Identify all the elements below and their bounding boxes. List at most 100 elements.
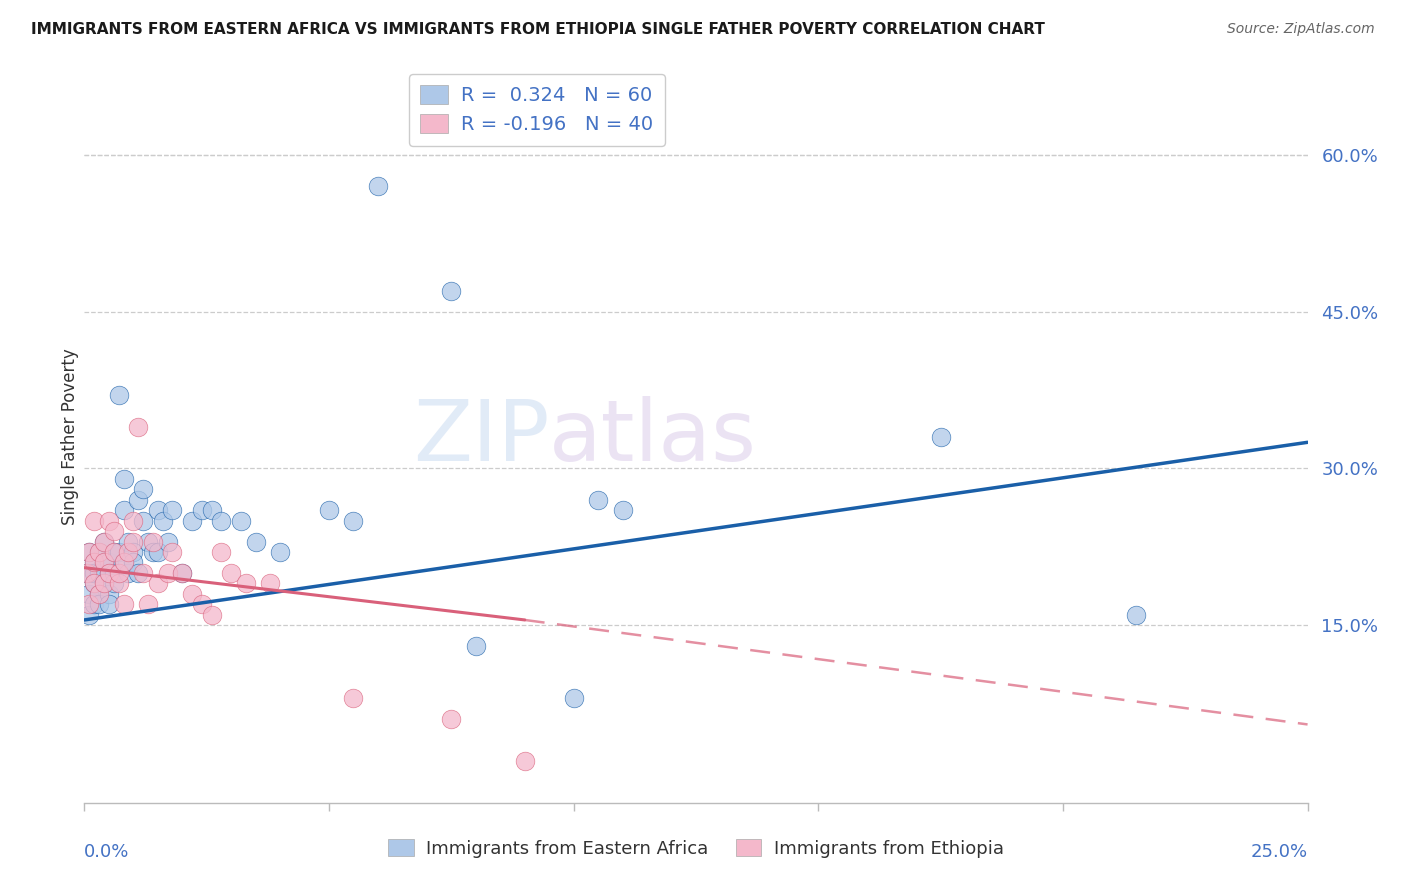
- Text: 25.0%: 25.0%: [1250, 843, 1308, 861]
- Point: [259, 576, 281, 591]
- Point: [93, 534, 115, 549]
- Point: [87, 545, 110, 559]
- Point: [219, 566, 242, 580]
- Point: [77, 607, 100, 622]
- Text: ZIP: ZIP: [413, 395, 550, 479]
- Point: [83, 556, 105, 570]
- Point: [209, 545, 232, 559]
- Point: [367, 179, 389, 194]
- Point: [929, 430, 952, 444]
- Point: [146, 503, 169, 517]
- Point: [97, 587, 120, 601]
- Text: IMMIGRANTS FROM EASTERN AFRICA VS IMMIGRANTS FROM ETHIOPIA SINGLE FATHER POVERTY: IMMIGRANTS FROM EASTERN AFRICA VS IMMIGR…: [31, 22, 1045, 37]
- Point: [93, 534, 115, 549]
- Point: [83, 597, 105, 611]
- Point: [146, 576, 169, 591]
- Point: [156, 566, 179, 580]
- Point: [172, 566, 194, 580]
- Point: [132, 566, 155, 580]
- Point: [97, 566, 120, 580]
- Point: [83, 514, 105, 528]
- Point: [103, 576, 125, 591]
- Point: [93, 556, 115, 570]
- Point: [318, 503, 340, 517]
- Point: [464, 639, 486, 653]
- Point: [83, 576, 105, 591]
- Point: [127, 419, 149, 434]
- Point: [132, 483, 155, 497]
- Point: [156, 534, 179, 549]
- Point: [269, 545, 291, 559]
- Text: atlas: atlas: [550, 395, 758, 479]
- Point: [200, 503, 222, 517]
- Point: [93, 576, 115, 591]
- Point: [440, 712, 463, 726]
- Point: [342, 691, 364, 706]
- Point: [117, 566, 139, 580]
- Point: [112, 556, 135, 570]
- Text: Source: ZipAtlas.com: Source: ZipAtlas.com: [1227, 22, 1375, 37]
- Point: [103, 545, 125, 559]
- Point: [112, 597, 135, 611]
- Point: [103, 524, 125, 538]
- Point: [107, 566, 129, 580]
- Point: [87, 587, 110, 601]
- Point: [191, 503, 214, 517]
- Point: [200, 607, 222, 622]
- Point: [132, 514, 155, 528]
- Point: [122, 514, 145, 528]
- Point: [142, 545, 165, 559]
- Point: [83, 556, 105, 570]
- Point: [107, 388, 129, 402]
- Point: [162, 545, 184, 559]
- Point: [77, 587, 100, 601]
- Point: [1125, 607, 1147, 622]
- Point: [87, 545, 110, 559]
- Text: 0.0%: 0.0%: [84, 843, 129, 861]
- Point: [586, 492, 609, 507]
- Point: [77, 545, 100, 559]
- Point: [76, 566, 98, 580]
- Point: [181, 514, 204, 528]
- Point: [83, 576, 105, 591]
- Point: [162, 503, 184, 517]
- Point: [83, 566, 105, 580]
- Point: [229, 514, 252, 528]
- Point: [107, 545, 129, 559]
- Point: [103, 566, 125, 580]
- Point: [122, 534, 145, 549]
- Point: [122, 556, 145, 570]
- Point: [513, 754, 536, 768]
- Point: [440, 284, 463, 298]
- Point: [112, 556, 135, 570]
- Point: [97, 566, 120, 580]
- Point: [77, 545, 100, 559]
- Point: [342, 514, 364, 528]
- Point: [136, 597, 159, 611]
- Point: [97, 514, 120, 528]
- Point: [142, 534, 165, 549]
- Point: [209, 514, 232, 528]
- Point: [152, 514, 174, 528]
- Point: [103, 545, 125, 559]
- Point: [87, 597, 110, 611]
- Point: [127, 492, 149, 507]
- Point: [245, 534, 267, 549]
- Point: [612, 503, 634, 517]
- Point: [136, 534, 159, 549]
- Point: [146, 545, 169, 559]
- Y-axis label: Single Father Poverty: Single Father Poverty: [62, 349, 80, 525]
- Point: [181, 587, 204, 601]
- Point: [127, 566, 149, 580]
- Point: [562, 691, 585, 706]
- Point: [93, 576, 115, 591]
- Point: [107, 576, 129, 591]
- Point: [172, 566, 194, 580]
- Point: [117, 534, 139, 549]
- Point: [97, 556, 120, 570]
- Point: [87, 587, 110, 601]
- Point: [191, 597, 214, 611]
- Point: [112, 503, 135, 517]
- Point: [77, 597, 100, 611]
- Point: [97, 597, 120, 611]
